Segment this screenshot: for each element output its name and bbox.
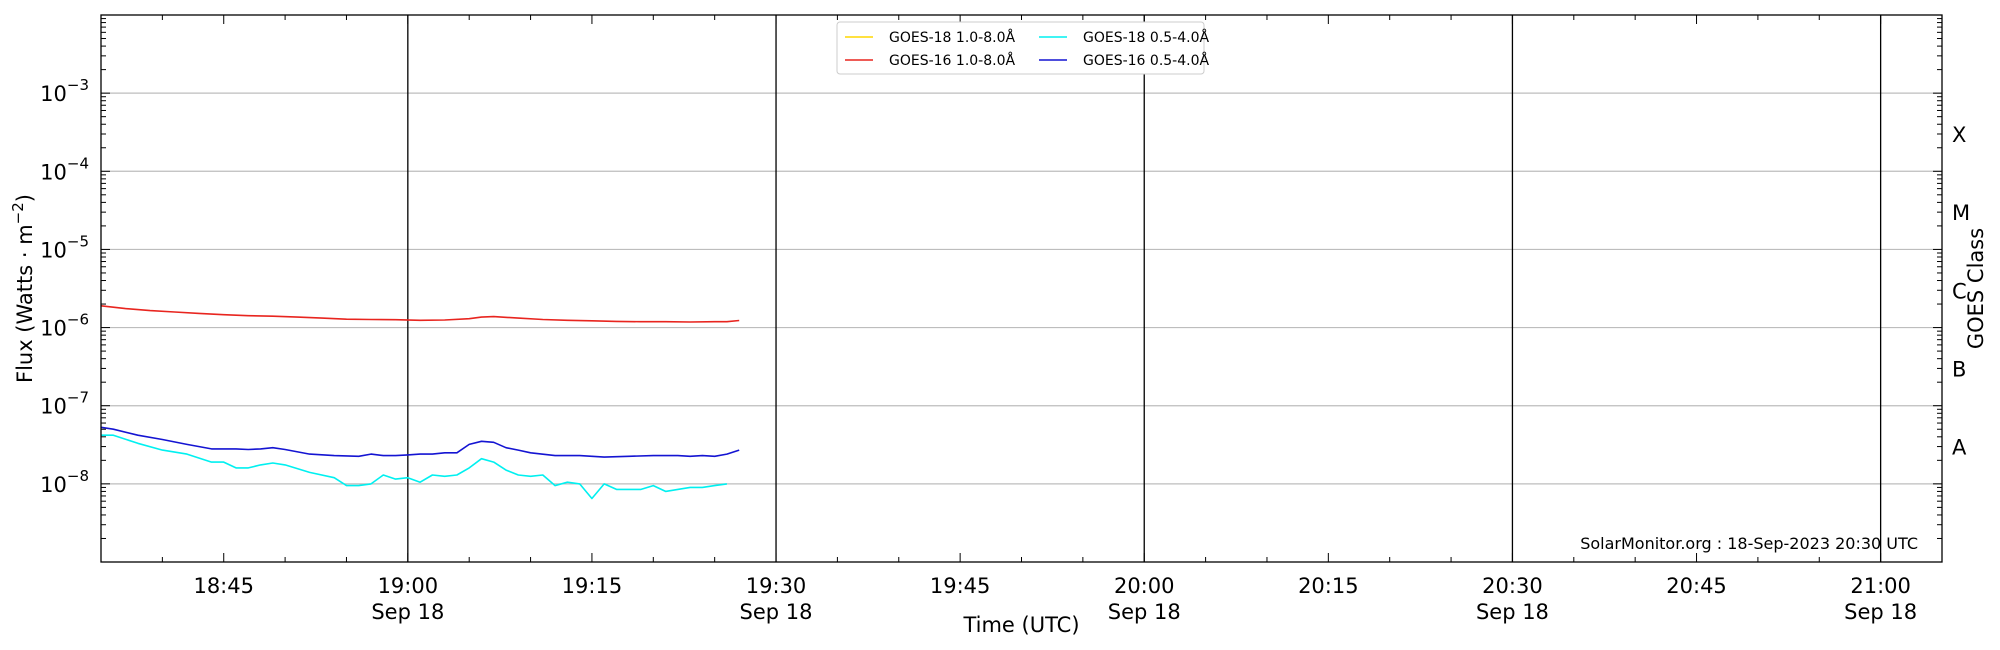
goes-class-b-label: B (1952, 357, 1966, 381)
x-tick-label: 20:45 (1666, 574, 1727, 598)
legend-label-1: GOES-16 1.0-8.0Å (889, 52, 1015, 69)
x-tick-label: 19:00 (378, 574, 439, 598)
goes-class-c-label: C (1952, 279, 1967, 303)
grid-layer (101, 92, 1942, 485)
legend-label-0: GOES-18 1.0-8.0Å (889, 29, 1015, 46)
x-tick-label: 18:45 (193, 574, 254, 598)
y-axis-ticks: 10−8 10−7 10−6 10−5 10−4 10−3 (40, 18, 1942, 563)
x-axis-label: Time (UTC) (962, 613, 1079, 637)
x-tick-label: 20:30 (1482, 574, 1543, 598)
y-tick-label: 10−5 (40, 232, 89, 262)
y-tick-label: 10−6 (40, 311, 89, 341)
goes-class-x-label: X (1952, 123, 1966, 147)
y-tick-label: 10−4 (40, 154, 89, 184)
x-tick-label: 19:15 (562, 574, 623, 598)
x-tick-date-label: Sep 18 (1844, 600, 1917, 624)
legend-box (836, 21, 1205, 75)
x-tick-label: 20:15 (1298, 574, 1359, 598)
legend-label-3: GOES-16 0.5-4.0Å (1083, 52, 1209, 69)
x-tick-date-label: Sep 18 (740, 600, 813, 624)
legend-label-2: GOES-18 0.5-4.0Å (1083, 29, 1209, 46)
series-line-3 (100, 426, 740, 458)
x-tick-date-label: Sep 18 (1108, 600, 1181, 624)
series-line-2 (101, 434, 728, 500)
x-tick-label: 20:00 (1114, 574, 1175, 598)
x-tick-label: 19:30 (746, 574, 807, 598)
credit-text: SolarMonitor.org : 18-Sep-2023 20:30 UTC (1580, 534, 1918, 553)
series-line-1 (100, 305, 740, 323)
goes-class-a-label: A (1952, 436, 1967, 460)
y-tick-label: 10−8 (40, 467, 89, 497)
goes-class-labels: A B C M X (1952, 123, 1970, 460)
x-tick-date-label: Sep 18 (371, 600, 444, 624)
x-tick-date-label: Sep 18 (1476, 600, 1549, 624)
series-layer (100, 305, 740, 500)
x-tick-label: 19:45 (930, 574, 991, 598)
legend: GOES-18 1.0-8.0Å GOES-16 1.0-8.0Å GOES-18 … (836, 21, 1209, 75)
vertical-lines (407, 15, 1882, 562)
y-tick-label: 10−3 (40, 76, 89, 106)
y-tick-label: 10−7 (40, 389, 89, 419)
y-axis-label: Flux (Watts · m−2) (9, 194, 37, 383)
x-tick-label: 21:00 (1850, 574, 1911, 598)
goes-class-m-label: M (1952, 201, 1970, 225)
goes-class-axis-label: GOES Class (1964, 228, 1988, 349)
